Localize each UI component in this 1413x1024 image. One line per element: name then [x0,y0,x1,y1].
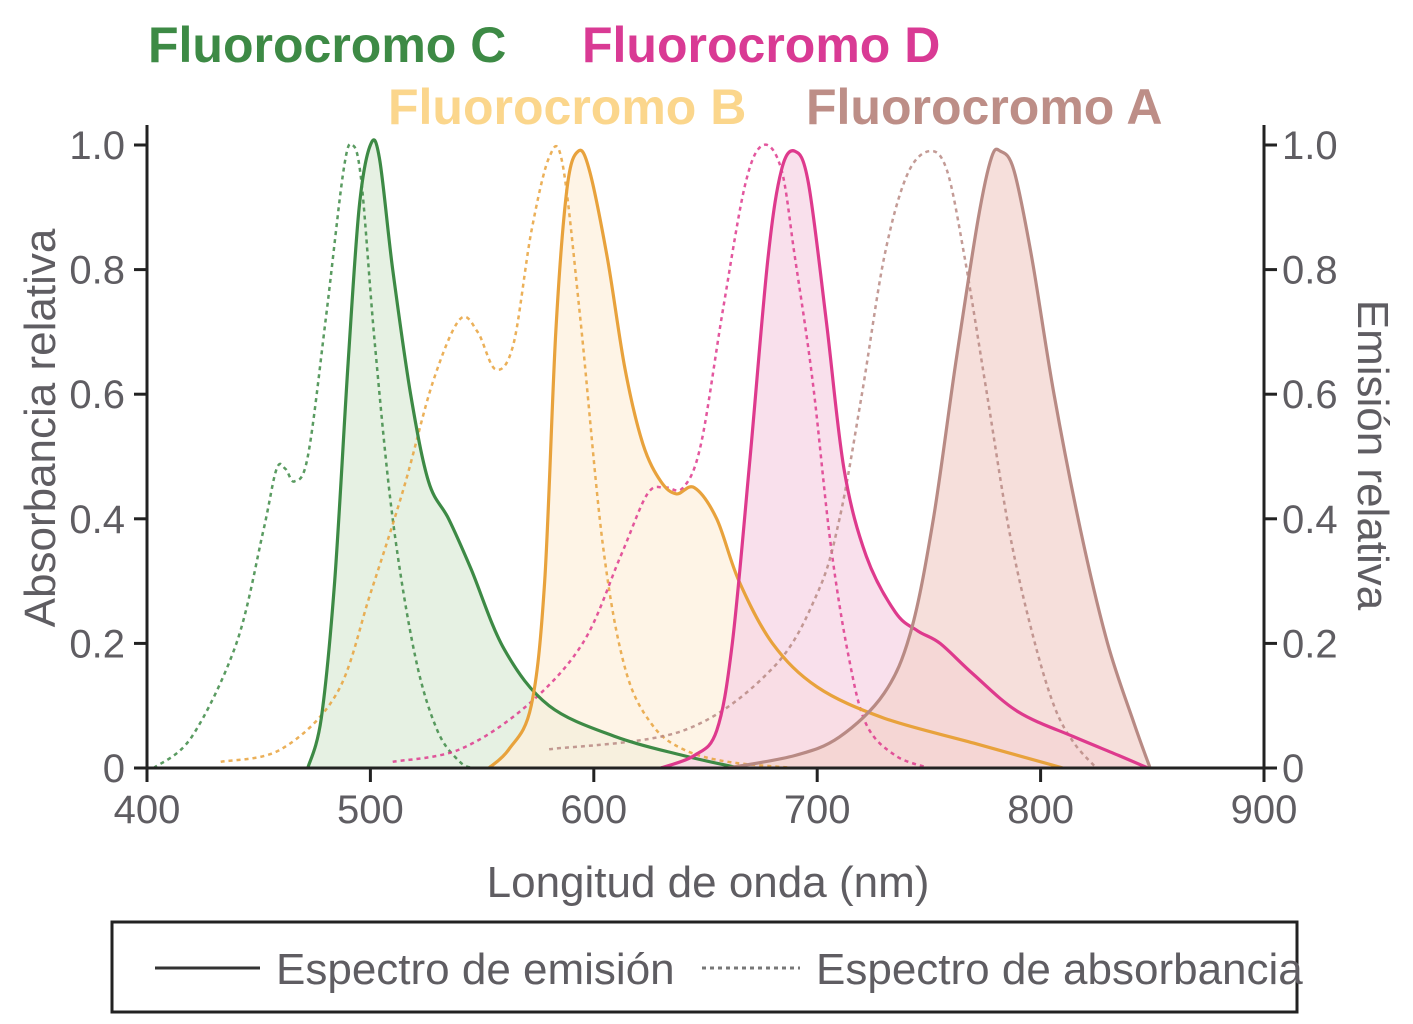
y-right-tick-label: 0.2 [1282,622,1338,666]
spectrum-curves [152,138,1152,770]
absorbance-line-fluorocromo-a [548,149,1098,769]
y-right-tick-label: 0.4 [1282,498,1338,542]
series-label-fluorocromo-b: Fluorocromo B [388,79,746,135]
y-left-tick-label: 0.8 [69,249,125,293]
y-axis-left-title: Absorbancia relativa [16,228,65,627]
absorbance-line-fluorocromo-d [392,143,930,770]
legend: Espectro de emisión Espectro de absorban… [110,920,1303,1014]
x-tick-label: 700 [784,788,851,832]
emission-fill-fluorocromo-b [488,150,1063,769]
x-tick-label: 600 [560,788,627,832]
emission-fill-fluorocromo-d [660,150,1148,769]
y-right-tick-label: 0.6 [1282,373,1338,417]
axes: 400 500 600 700 800 90000.20.40.60.81.000.20.… [69,124,1337,832]
y-right-tick-label: 1.0 [1282,124,1338,168]
y-left-tick-label: 0.4 [69,498,125,542]
y-right-tick-label: 0 [1282,747,1304,791]
x-tick-label: 900 [1231,788,1298,832]
y-left-tick-label: 0.2 [69,622,125,666]
x-tick-label: 500 [337,788,404,832]
series-label-fluorocromo-c: Fluorocromo C [148,17,506,73]
y-left-tick-label: 0 [103,747,125,791]
x-tick-label: 800 [1007,788,1074,832]
x-tick-label: 400 [114,788,181,832]
absorbance-line-fluorocromo-c [152,142,474,770]
y-axis-right-title: Emisión relativa [1348,300,1397,611]
emission-fills [307,139,1151,769]
emission-line-fluorocromo-b [487,148,1064,770]
emission-fill-fluorocromo-a [727,149,1151,768]
emission-fill-fluorocromo-c [307,139,739,769]
legend-label-emission: Espectro de emisión [276,945,675,994]
y-left-tick-label: 0.6 [69,373,125,417]
y-right-tick-label: 0.8 [1282,249,1338,293]
emission-line-fluorocromo-c [306,138,740,770]
series-label-fluorocromo-a: Fluorocromo A [806,79,1162,135]
emission-line-fluorocromo-d [660,149,1149,770]
series-label-fluorocromo-d: Fluorocromo D [582,17,940,73]
emission-line-fluorocromo-a [727,147,1152,770]
legend-label-absorbance: Espectro de absorbancia [816,945,1303,994]
x-axis-title: Longitud de onda (nm) [487,858,930,907]
y-left-tick-label: 1.0 [69,124,125,168]
